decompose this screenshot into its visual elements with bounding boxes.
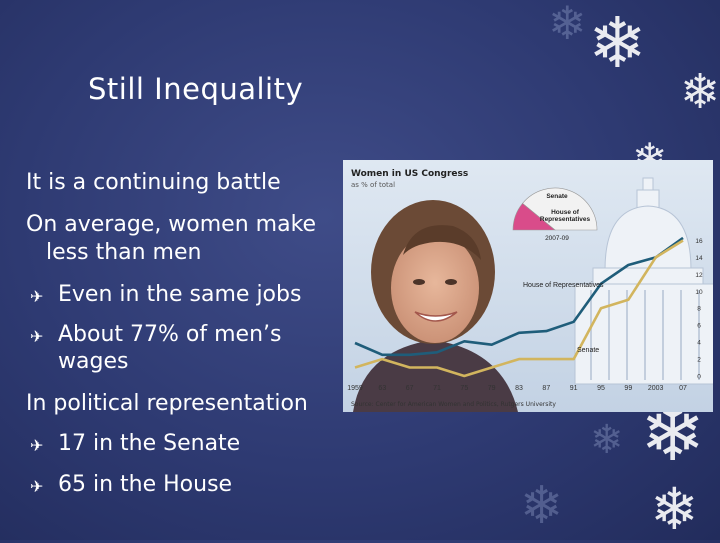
- x-tick-label: 91: [570, 385, 578, 392]
- pie-slice-senate: [522, 187, 598, 231]
- x-tick-label: 79: [488, 385, 496, 392]
- y-tick-label: 16: [695, 238, 703, 245]
- x-tick-label: 63: [378, 385, 386, 392]
- body-text: less than men: [46, 240, 202, 265]
- snowflake-icon: ❄: [548, 0, 587, 50]
- x-tick-label: 75: [460, 385, 468, 392]
- bullet-text: 65 in the House: [58, 472, 233, 497]
- snowflake-icon: ❄: [588, 2, 647, 84]
- series-label: Senate: [577, 347, 599, 354]
- snowflake-icon: ❄: [590, 417, 624, 463]
- snowflake-icon: ❄: [680, 64, 720, 120]
- y-tick-label: 6: [697, 323, 701, 330]
- pie-year-label: 2007-09: [545, 235, 569, 242]
- bullet-text: 17 in the Senate: [58, 431, 241, 456]
- bullet-icon: ✈: [30, 327, 44, 346]
- y-tick-label: 8: [697, 306, 701, 313]
- bullet-icon: ✈: [30, 287, 44, 306]
- x-tick-label: 95: [597, 385, 605, 392]
- y-tick-label: 10: [695, 289, 703, 296]
- chart-subtitle: as % of total: [351, 181, 396, 189]
- bullet-text: About 77% of men’s: [58, 322, 282, 347]
- y-tick-label: 14: [695, 255, 703, 262]
- bullet-icon: ✈: [30, 477, 44, 496]
- pie-slice-house: [512, 202, 556, 231]
- series-line: [354, 236, 684, 357]
- pie-label-house: Representatives: [540, 216, 591, 223]
- x-tick-label: 87: [542, 385, 550, 392]
- x-tick-label: 67: [406, 385, 414, 392]
- pie-label-house: House of: [551, 209, 580, 216]
- plot-area: House of Representatives Senate 1959 63 67 71…: [347, 236, 703, 392]
- portrait-illustration: [353, 200, 518, 412]
- y-tick-label: 0: [697, 374, 701, 381]
- inset-pie: [512, 187, 598, 231]
- body-text: It is a continuing battle: [26, 170, 281, 195]
- y-tick-label: 12: [695, 272, 703, 279]
- body-text: In political representation: [26, 391, 308, 416]
- chart-source: Source: Center for American Women and Po…: [351, 401, 556, 408]
- x-tick-label: 99: [624, 385, 632, 392]
- congress-chart: House of Representatives Senate 1959 63 67 71…: [343, 160, 713, 412]
- body-text: On average, women make: [26, 212, 317, 237]
- x-tick-label: 1959: [347, 385, 363, 392]
- x-tick-label: 07: [679, 385, 687, 392]
- snowflake-icon: ❄: [520, 476, 564, 536]
- series-label: House of Representatives: [523, 282, 604, 289]
- chart-title: Women in US Congress: [351, 169, 469, 179]
- series-line: [354, 239, 684, 378]
- snowflake-icon: ❄: [650, 475, 699, 543]
- y-tick-label: 4: [697, 340, 701, 347]
- x-tick-label: 2003: [648, 385, 664, 392]
- bullet-text: Even in the same jobs: [58, 282, 302, 307]
- bullet-text: wages: [58, 349, 129, 374]
- x-tick-label: 83: [515, 385, 523, 392]
- slide-title: Still Inequality: [88, 72, 304, 106]
- x-tick-label: 71: [433, 385, 441, 392]
- pie-label-senate: Senate: [546, 193, 568, 200]
- chart-svg: House of Representatives Senate 1959 63 67 71…: [343, 160, 713, 412]
- bullet-icon: ✈: [30, 436, 44, 455]
- y-tick-label: 2: [697, 357, 701, 364]
